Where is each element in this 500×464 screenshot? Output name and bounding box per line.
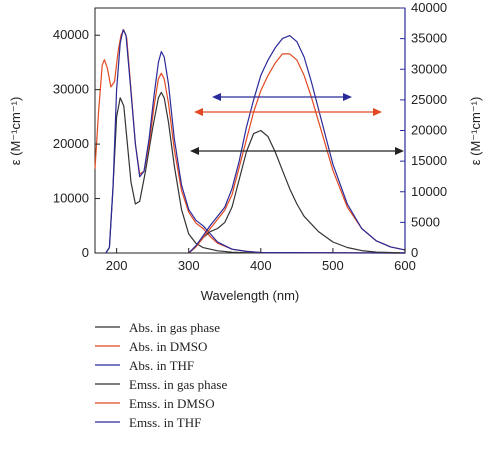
- y-axis-title-right: ε (M⁻¹cm⁻¹): [468, 97, 483, 166]
- arrow-thf-head-right: [343, 93, 352, 101]
- y-left-tick-label: 40000: [53, 27, 89, 42]
- y-right-tick-label: 15000: [411, 153, 447, 168]
- series-curves: [94, 29, 406, 254]
- legend-label-3: Abs. in THF: [129, 358, 194, 373]
- series-line-6: [188, 35, 406, 254]
- series-line-2: [94, 29, 406, 254]
- y-right-tick-label: 5000: [411, 214, 440, 229]
- y-right-tick-label: 30000: [411, 61, 447, 76]
- y-right-tick-label: 35000: [411, 31, 447, 46]
- plot-frame: [94, 7, 406, 254]
- x-tick-label: 200: [106, 258, 128, 273]
- y-right-tick-label: 40000: [411, 0, 447, 15]
- x-tick-label: 400: [250, 258, 272, 273]
- series-line-4: [188, 129, 406, 254]
- arrow-dmso-head-left: [194, 108, 203, 116]
- legend-label-4: Emss. in gas phase: [129, 377, 227, 392]
- legend-label-6: Emss. in THF: [129, 415, 201, 430]
- legend: Abs. in gas phase Abs. in DMSO Abs. in THF…: [95, 320, 227, 430]
- y-left-tick-label: 30000: [53, 82, 89, 97]
- legend-label-2: Abs. in DMSO: [129, 339, 207, 354]
- series-line-5: [188, 53, 406, 254]
- legend-label-5: Emss. in DMSO: [129, 396, 215, 411]
- x-tick-label: 300: [178, 258, 200, 273]
- y-left-tick-label: 20000: [53, 136, 89, 151]
- y-axis-title-left: ε (M⁻¹cm⁻¹): [8, 97, 23, 166]
- x-tick-label: 600: [394, 258, 416, 273]
- arrow-thf-head-left: [212, 93, 221, 101]
- x-axis-title: Wavelength (nm): [201, 288, 300, 303]
- y-left-tick-label: 10000: [53, 191, 89, 206]
- arrow-dmso-head-right: [373, 108, 382, 116]
- series-line-1: [105, 91, 406, 254]
- y-right-tick-label: 10000: [411, 184, 447, 199]
- axis-ticks: 200 300 400 500 6000100002000030000400000500…: [53, 0, 447, 273]
- arrow-gas-phase-head-right: [395, 147, 404, 155]
- x-tick-label: 500: [322, 258, 344, 273]
- y-right-tick-label: 20000: [411, 123, 447, 138]
- y-right-tick-label: 0: [411, 245, 418, 260]
- y-left-tick-label: 0: [82, 245, 89, 260]
- annotation-arrows: [190, 93, 404, 155]
- legend-label-1: Abs. in gas phase: [129, 320, 220, 335]
- arrow-gas-phase-head-left: [190, 147, 199, 155]
- y-right-tick-label: 25000: [411, 92, 447, 107]
- series-line-3: [105, 29, 406, 254]
